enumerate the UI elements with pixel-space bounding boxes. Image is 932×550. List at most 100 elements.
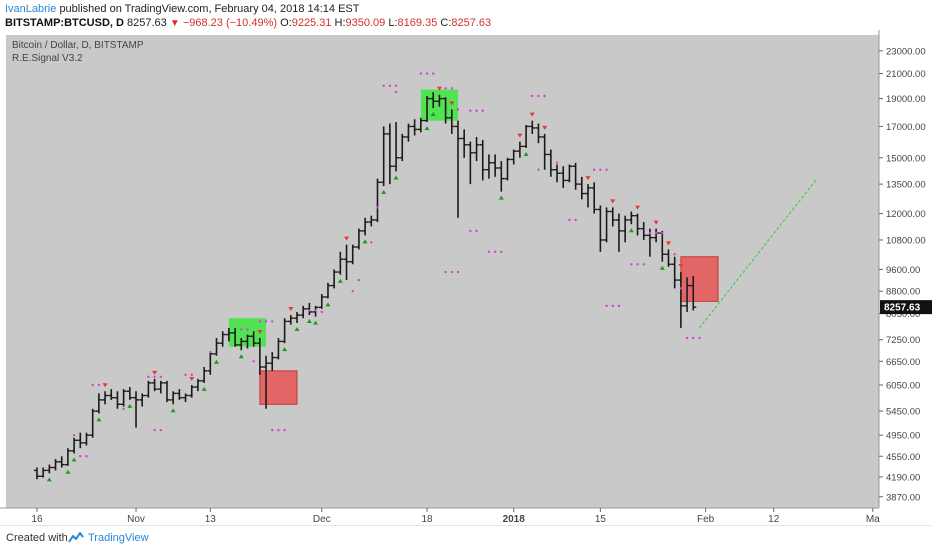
level-dot	[283, 428, 286, 432]
level-dot	[184, 373, 187, 377]
ohlc-bar	[516, 141, 523, 158]
buy-signal-marker	[659, 265, 665, 270]
sell-signal-marker	[152, 370, 158, 375]
time-tick-label: 15	[595, 514, 607, 525]
buy-signal-marker	[238, 354, 244, 359]
ohlc-bar	[163, 380, 170, 403]
ohlc-bar	[232, 327, 239, 347]
price-tick-label: 15000.00	[886, 153, 926, 164]
ohlc-bar	[362, 217, 369, 236]
high-label: H:	[334, 17, 346, 29]
ohlc-bar	[77, 432, 84, 449]
sell-signal-marker	[257, 329, 263, 334]
ohlc-bar	[467, 141, 474, 185]
level-dot	[72, 433, 76, 437]
ohlc-line: BITSTAMP:BTCUSD, D 8257.63 ▼ −968.23 (−1…	[5, 17, 491, 29]
indicator-name[interactable]: R.E.Signal V3.2	[12, 53, 83, 64]
ohlc-bar	[176, 389, 183, 400]
price-chart[interactable]: 23000.00 21000.00 19000.00 17000.00 15000.00…	[0, 30, 932, 525]
level-dot	[271, 320, 274, 323]
ohlc-bar	[300, 305, 307, 319]
sell-signal-marker	[288, 307, 294, 312]
price-axis[interactable]	[879, 30, 932, 525]
ohlc-bar	[201, 367, 208, 383]
level-dot	[308, 309, 311, 312]
buy-signal-marker	[393, 175, 399, 180]
buy-signal-marker	[362, 239, 368, 244]
projection-line	[699, 178, 818, 329]
time-tick-label: Dec	[313, 514, 331, 525]
sell-signal-marker	[449, 101, 455, 106]
buy-signal-marker	[71, 457, 77, 462]
ohlc-bar	[504, 157, 511, 181]
buy-signal-marker	[294, 326, 300, 331]
ohlc-bar	[411, 119, 418, 136]
level-dot	[370, 241, 373, 244]
level-dot	[654, 231, 658, 235]
time-tick-label: 16	[31, 514, 43, 525]
level-dot	[394, 90, 398, 94]
buy-signal-marker	[523, 151, 529, 156]
ohlc-bar	[33, 467, 40, 480]
buy-signal-marker	[282, 347, 288, 352]
level-dot	[147, 375, 150, 379]
ohlc-bar	[71, 437, 78, 454]
ohlc-bar	[95, 393, 102, 414]
level-dot	[692, 336, 695, 340]
open-value: 9225.31	[291, 17, 332, 29]
ohlc-bar	[58, 456, 65, 468]
ohlc-bar	[615, 213, 622, 252]
sell-signal-marker	[653, 220, 659, 225]
level-dot	[85, 455, 88, 458]
level-dot	[469, 109, 472, 112]
ohlc-bar	[157, 380, 164, 394]
level-dot	[79, 455, 82, 458]
low-value: 8169.35	[397, 17, 438, 29]
level-dot	[605, 304, 608, 308]
level-dot	[679, 287, 683, 290]
level-dot	[271, 428, 274, 432]
ohlc-bar	[640, 222, 647, 240]
ohlc-bar	[102, 391, 109, 405]
time-axis[interactable]	[0, 508, 932, 525]
symbol-label[interactable]: BITSTAMP:BTCUSD, D	[5, 17, 124, 29]
ohlc-bar	[560, 166, 567, 188]
price-tick-label: 12000.00	[886, 209, 926, 220]
buy-signal-marker	[306, 319, 312, 324]
ohlc-bar	[690, 276, 697, 311]
sell-signal-marker	[585, 176, 591, 181]
level-dot	[388, 84, 392, 87]
author-link[interactable]: IvanLabrie	[5, 3, 57, 15]
ohlc-bar	[485, 154, 492, 179]
ohlc-bar	[448, 109, 455, 134]
level-dot	[611, 304, 614, 308]
tradingview-logo-icon	[68, 532, 84, 543]
ohlc-bar	[64, 448, 71, 466]
ohlc-bar	[269, 352, 276, 371]
time-tick-label: Feb	[697, 514, 715, 525]
ohlc-bar	[479, 140, 486, 181]
ohlc-bar	[498, 161, 505, 192]
ohlc-bar	[40, 467, 47, 478]
ohlc-bar	[349, 244, 356, 265]
level-dot	[673, 253, 676, 256]
buy-signal-marker	[313, 320, 319, 325]
level-dot	[456, 270, 460, 274]
ohlc-bar	[46, 464, 53, 474]
ohlc-bar	[628, 211, 635, 225]
level-dot	[617, 304, 621, 308]
buy-signal-marker	[214, 359, 220, 364]
time-tick-label: 2018	[503, 514, 526, 525]
level-dot	[97, 383, 101, 387]
price-value: 8257.63	[127, 17, 167, 29]
level-dot	[636, 263, 639, 266]
time-tick-label: Nov	[127, 514, 145, 525]
ohlc-bar	[188, 384, 195, 398]
level-dot	[444, 270, 447, 274]
ohlc-bar	[324, 282, 331, 299]
ohlc-bar	[671, 256, 678, 289]
sell-signal-marker	[344, 236, 350, 241]
buy-signal-marker	[430, 112, 436, 117]
tradingview-brand-link[interactable]: TradingView	[88, 532, 149, 544]
buy-signal-marker	[498, 195, 504, 200]
